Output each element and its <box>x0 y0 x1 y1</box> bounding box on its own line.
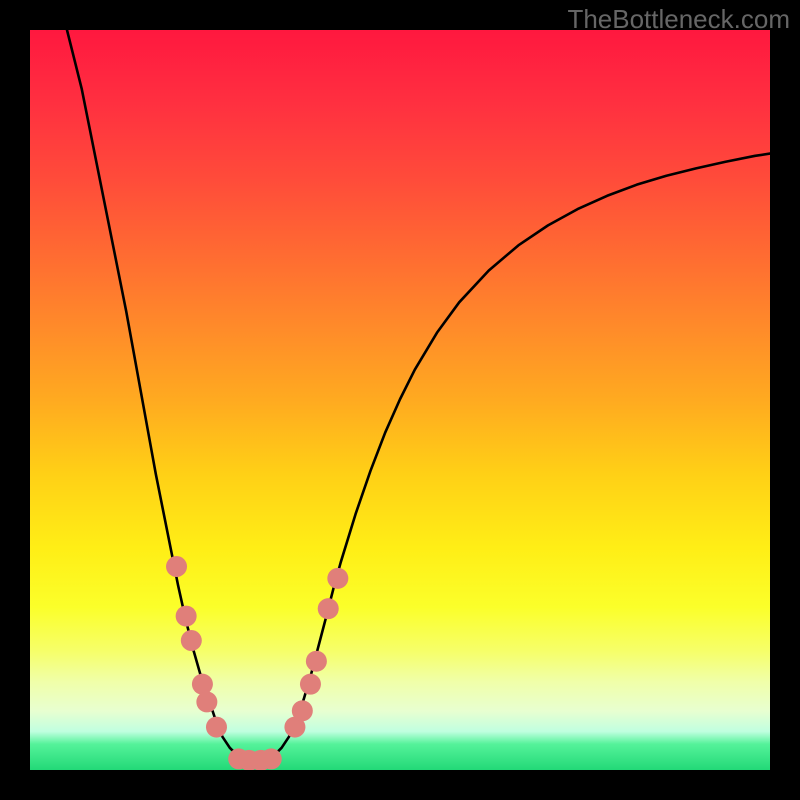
data-marker <box>206 717 227 738</box>
bottleneck-chart-container: TheBottleneck.com <box>0 0 800 800</box>
watermark-text: TheBottleneck.com <box>567 4 790 35</box>
data-marker <box>192 674 213 695</box>
chart-svg <box>0 0 800 800</box>
data-marker <box>318 598 339 619</box>
data-marker <box>196 691 217 712</box>
data-marker <box>166 556 187 577</box>
data-marker <box>306 651 327 672</box>
data-marker <box>300 674 321 695</box>
data-marker <box>261 748 282 769</box>
data-marker <box>181 630 202 651</box>
data-marker <box>176 606 197 627</box>
data-marker <box>292 700 313 721</box>
data-marker <box>327 568 348 589</box>
